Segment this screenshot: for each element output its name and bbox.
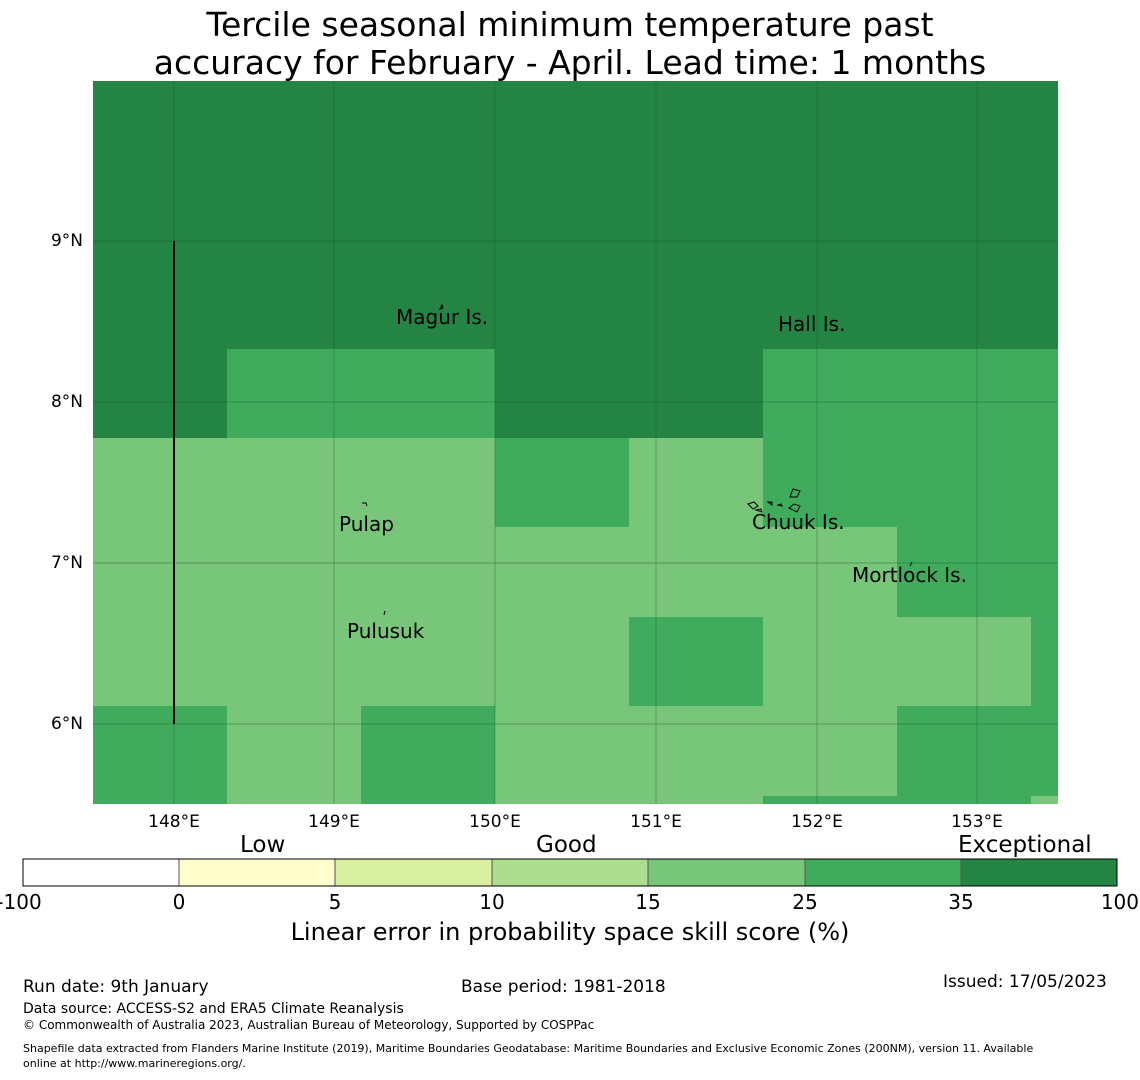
chuuk-island [776,503,783,507]
chart-title-line2: accuracy for February - April. Lead time… [153,43,987,82]
skill-region [93,706,227,804]
lat-label: 7°N [50,553,83,573]
colorbar-category-good: Good [536,832,597,858]
chuuk-island [788,503,801,513]
skill-region [763,438,1058,527]
place-label-chuuk: Chuuk Is. [752,510,845,534]
skill-region [763,527,897,804]
place-label-magur: Magur Is. [396,305,489,329]
skill-region [629,438,763,527]
skill-region [1031,796,1058,804]
skill-region [1031,617,1058,706]
lon-label: 152°E [791,812,843,832]
issued-date: Issued: 17/05/2023 [943,972,1107,992]
skill-region [897,527,1058,617]
colorbar [22,858,1118,887]
colorbar-label: Linear error in probability space skill … [290,918,850,946]
chuuk-island [747,501,759,510]
colorbar-tick: 5 [328,890,342,914]
skill-region [763,796,897,804]
colorbar-tick: 10 [479,890,505,914]
skill-region [495,438,629,527]
mortlock-island [909,561,913,567]
chuuk-island [754,508,763,513]
base-period: Base period: 1981-2018 [461,977,666,997]
colorbar-tick: 35 [948,890,974,914]
map-grid [93,81,1058,804]
colorbar-tick: 100 [1100,890,1139,914]
colorbar-tick: 25 [792,890,818,914]
pulap-island [362,502,368,507]
skill-region [227,349,495,438]
magur-island [439,303,444,310]
skill-region [897,706,1058,804]
copyright: © Commonwealth of Australia 2023, Austra… [23,1018,595,1032]
place-label-pulap: Pulap [339,512,394,536]
lon-label: 151°E [630,812,682,832]
lat-label: 8°N [50,392,83,412]
shapefile-credit-line2: online at http://www.marineregions.org/. [23,1057,246,1070]
island-outlines [362,303,913,616]
chart-title-line1: Tercile seasonal minimum temperature pas… [206,5,934,44]
shapefile-credit-line1: Shapefile data extracted from Flanders M… [23,1042,1034,1055]
lon-label: 153°E [951,812,1003,832]
skill-region [629,617,763,706]
place-label-hall: Hall Is. [778,312,846,336]
colorbar-category-low: Low [240,832,286,858]
chart-title: Tercile seasonal minimum temperature pas… [0,6,1140,82]
place-label-mortlock: Mortlock Is. [852,563,967,587]
lon-label: 148°E [148,812,200,832]
run-date: Run date: 9th January [23,977,209,997]
skill-region [763,349,1058,438]
data-source: Data source: ACCESS-S2 and ERA5 Climate … [23,1001,404,1017]
skill-region [361,706,495,804]
colorbar-tick: -100 [0,890,42,914]
place-label-pulusuk: Pulusuk [347,619,425,643]
pulusuk-island [383,610,386,616]
chuuk-island [766,501,773,506]
colorbar-category-exceptional: Exceptional [958,832,1092,858]
lat-label: 6°N [50,714,83,734]
chuuk-island [789,488,801,498]
lat-label: 9°N [50,231,83,251]
colorbar-tick: 15 [635,890,661,914]
colorbar-tick: 0 [172,890,186,914]
lon-label: 149°E [308,812,360,832]
lon-label: 150°E [469,812,521,832]
skill-region [897,617,1031,706]
